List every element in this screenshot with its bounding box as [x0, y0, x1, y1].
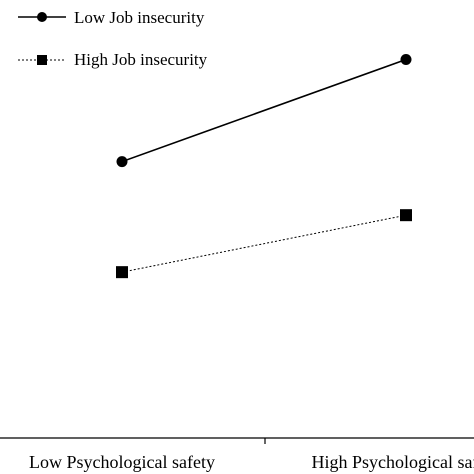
- legend-label-low-job-insecurity: Low Job insecurity: [74, 8, 205, 27]
- data-point-series0-0: [116, 156, 128, 168]
- x-axis: Low Psychological safety High Psychologi…: [0, 437, 474, 472]
- plot-area: [116, 54, 412, 279]
- x-tick-label-low: Low Psychological safety: [29, 452, 215, 472]
- legend: Low Job insecurity High Job insecurity: [18, 8, 208, 69]
- legend-entry-low-job-insecurity: Low Job insecurity: [18, 8, 205, 27]
- data-point-series1-0: [116, 266, 128, 279]
- series-line-1: [121, 214, 407, 273]
- x-tick-label-high: High Psychological safety: [312, 452, 474, 472]
- legend-marker-circle-icon: [37, 12, 47, 22]
- series-line-0: [121, 58, 407, 163]
- legend-marker-square-icon: [37, 55, 47, 65]
- legend-entry-high-job-insecurity: High Job insecurity: [18, 50, 208, 69]
- data-point-series0-1: [400, 54, 412, 66]
- legend-label-high-job-insecurity: High Job insecurity: [74, 50, 208, 69]
- data-point-series1-1: [400, 209, 412, 222]
